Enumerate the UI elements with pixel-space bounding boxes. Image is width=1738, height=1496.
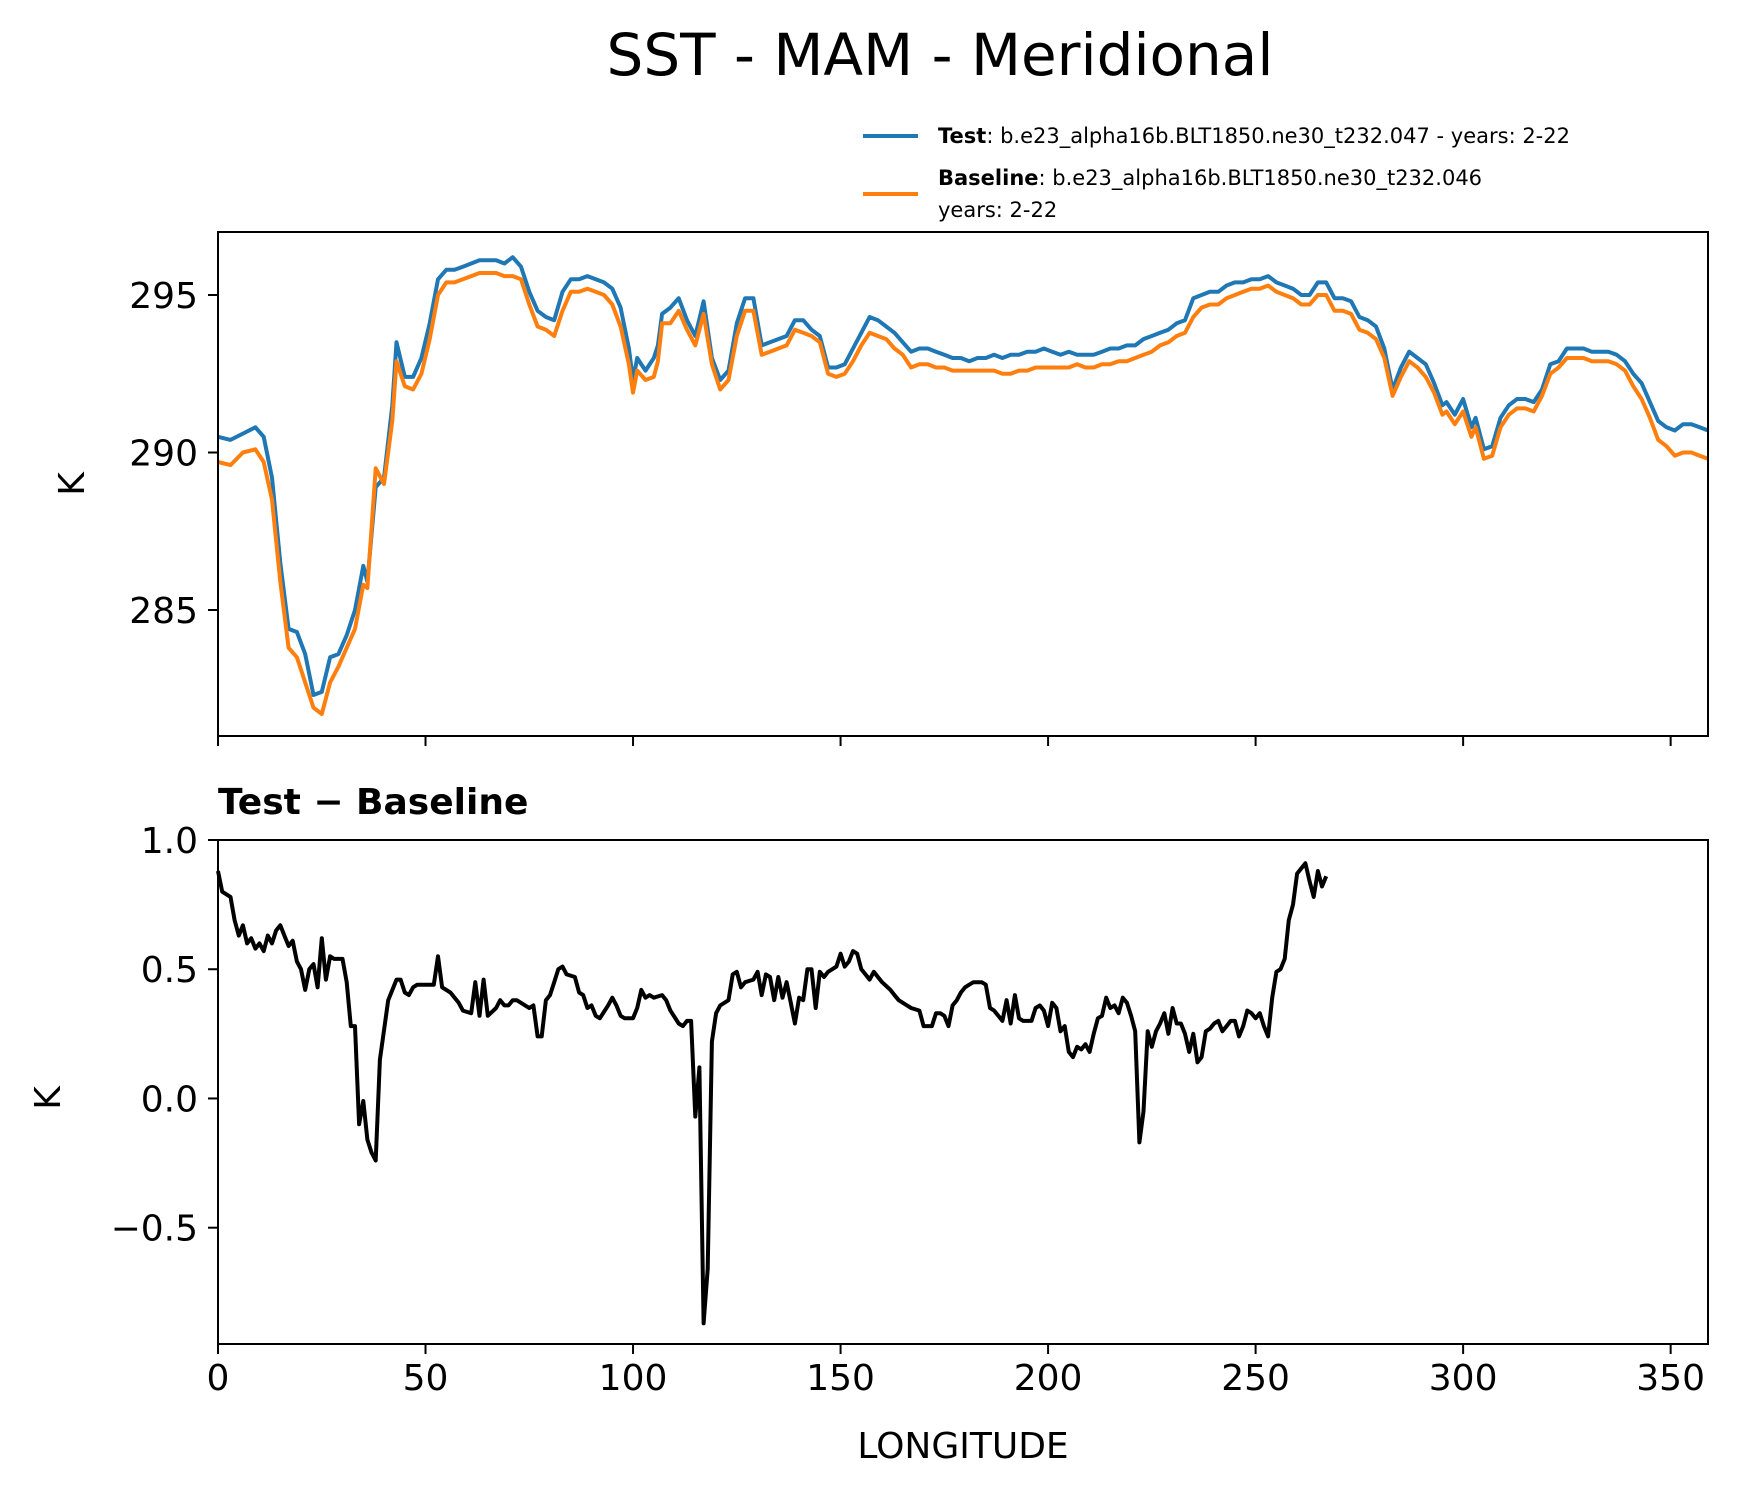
legend: Test: b.e23_alpha16b.BLT1850.ne30_t232.0… — [863, 124, 1570, 222]
legend-test-desc: : b.e23_alpha16b.BLT1850.ne30_t232.047 -… — [986, 124, 1570, 149]
legend-test-name: Test — [938, 124, 986, 148]
bot-xtick-label: 50 — [403, 1358, 449, 1399]
legend-entry-test: Test: b.e23_alpha16b.BLT1850.ne30_t232.0… — [938, 124, 1570, 149]
bottom-ylabel: K — [28, 1085, 69, 1110]
x-axis-label: LONGITUDE — [857, 1426, 1068, 1467]
top-series-line-0 — [217, 255, 1709, 697]
bottom-xticks: 0 50 100 150 200 250 300 350 — [207, 1344, 1705, 1399]
bot-ytick-label: 0.5 — [141, 950, 198, 991]
chart-title: SST - MAM - Meridional — [607, 21, 1274, 89]
bot-xtick-label: 300 — [1429, 1358, 1498, 1399]
bot-ytick-label: −0.5 — [111, 1209, 198, 1250]
bot-series-line-0 — [216, 861, 1329, 1326]
top-ytick-label: 285 — [129, 591, 198, 632]
bottom-yticks: −0.5 0.0 0.5 1.0 — [111, 821, 218, 1250]
bot-xtick-label: 150 — [806, 1358, 875, 1399]
top-xticks — [217, 736, 1672, 746]
legend-baseline-desc: : b.e23_alpha16b.BLT1850.ne30_t232.046 — [1039, 166, 1483, 191]
bot-xtick-label: 250 — [1221, 1358, 1290, 1399]
legend-baseline-name: Baseline — [938, 166, 1039, 190]
bottom-panel: Test − Baseline −0.5 0.0 0.5 1.0 0 50 100 150 2… — [28, 782, 1709, 1467]
bot-xtick-label: 200 — [1014, 1358, 1083, 1399]
legend-baseline-years: years: 2-22 — [938, 198, 1057, 222]
top-series-group — [217, 255, 1709, 716]
bottom-plot-frame — [217, 839, 1709, 1345]
top-ylabel: K — [52, 471, 93, 496]
top-ytick-label: 290 — [129, 434, 198, 475]
top-plot-frame — [217, 231, 1709, 737]
bot-xtick-label: 0 — [207, 1358, 230, 1399]
top-ytick-label: 295 — [129, 276, 198, 317]
bot-ytick-label: 1.0 — [141, 821, 198, 862]
bot-xtick-label: 100 — [599, 1358, 668, 1399]
bot-xtick-label: 350 — [1636, 1358, 1705, 1399]
top-yticks: 285 290 295 — [129, 276, 218, 632]
top-panel: 285 290 295 K — [52, 231, 1709, 746]
legend-entry-baseline: Baseline: b.e23_alpha16b.BLT1850.ne30_t2… — [938, 166, 1482, 191]
bottom-series-group — [216, 861, 1329, 1326]
bot-ytick-label: 0.0 — [141, 1079, 198, 1120]
top-series-line-1 — [217, 271, 1709, 716]
bottom-subtitle: Test − Baseline — [218, 782, 528, 823]
